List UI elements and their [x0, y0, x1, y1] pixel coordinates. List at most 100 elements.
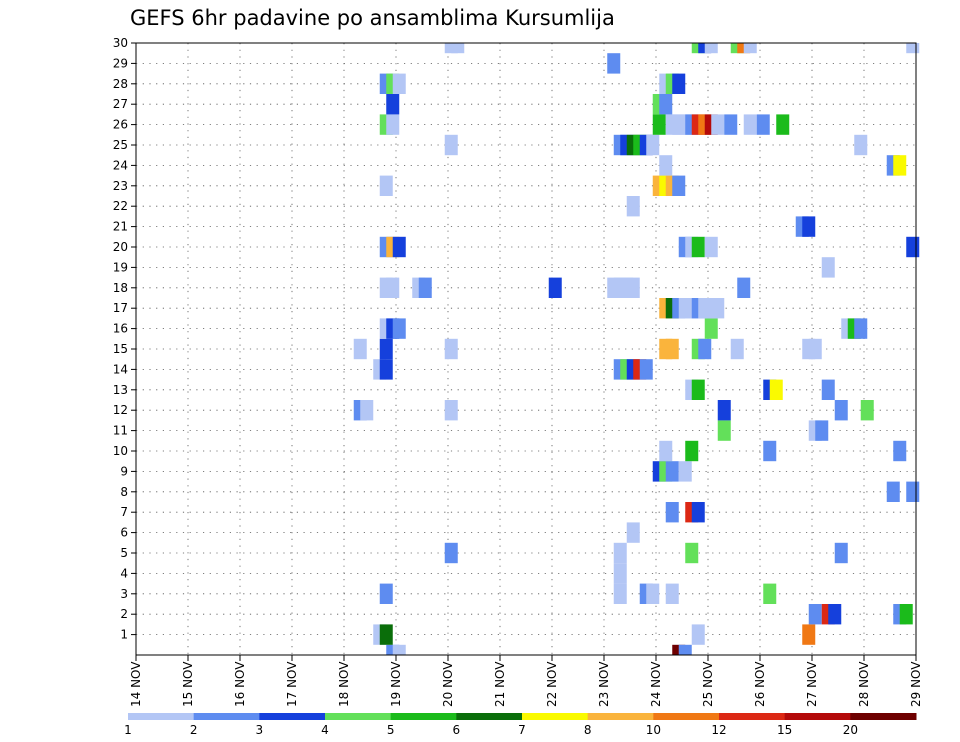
heatmap-cell: [711, 298, 725, 319]
x-tick-label: 27 NOV: [805, 661, 819, 707]
heatmap-cell: [607, 53, 621, 74]
heatmap-cell: [678, 461, 692, 482]
heatmap-cell: [646, 134, 660, 156]
heatmap-cell: [665, 502, 679, 523]
y-tick-label: 17: [113, 301, 128, 315]
heatmap-cell: [659, 94, 673, 115]
heatmap-cell: [451, 43, 465, 54]
legend-swatch: [784, 713, 851, 720]
heatmap-cell: [665, 461, 679, 482]
heatmap-cell: [379, 359, 393, 380]
legend-swatch: [587, 713, 654, 720]
legend-swatch: [522, 713, 589, 720]
legend-swatch: [259, 713, 326, 720]
heatmap-cell: [685, 542, 699, 564]
heatmap-cell: [756, 114, 770, 135]
heatmap-cell: [724, 114, 738, 135]
heatmap-cell: [821, 257, 835, 278]
y-tick-label: 14: [113, 362, 128, 376]
heatmap-cell: [906, 43, 920, 54]
heatmap-cell: [379, 583, 393, 604]
heatmap-cell: [691, 502, 705, 523]
legend-label: 3: [256, 723, 264, 737]
heatmap-cell: [802, 624, 816, 645]
heatmap-cell: [548, 277, 562, 298]
y-tick-label: 15: [113, 342, 128, 356]
y-tick-label: 4: [120, 566, 128, 580]
y-tick-label: 10: [113, 444, 128, 458]
legend-label: 8: [584, 723, 592, 737]
heatmap-cell: [646, 583, 660, 604]
x-tick-label: 29 NOV: [909, 661, 923, 707]
y-tick-label: 16: [113, 322, 128, 336]
y-tick-label: 28: [113, 77, 128, 91]
y-tick-label: 13: [113, 383, 128, 397]
y-tick-label: 6: [120, 526, 128, 540]
heatmap-cell: [392, 73, 406, 94]
y-tick-label: 19: [113, 260, 128, 274]
heatmap-cell: [672, 73, 686, 94]
heatmap-cell: [899, 604, 913, 625]
heatmap-cell: [808, 604, 822, 625]
heatmap-cell: [854, 318, 868, 339]
x-tick-label: 23 NOV: [597, 661, 611, 707]
legend-label: 15: [777, 723, 792, 737]
y-tick-label: 29: [113, 56, 128, 70]
heatmap-cell: [743, 114, 757, 135]
heatmap-cell: [828, 604, 842, 625]
y-tick-label: 8: [120, 485, 128, 499]
heatmap-cell: [854, 134, 868, 156]
heatmap-cell: [626, 522, 640, 543]
y-tick-label: 25: [113, 138, 128, 152]
heatmap-cell: [711, 114, 725, 135]
grid-lines: [135, 42, 917, 655]
heatmap-cell: [893, 440, 907, 462]
legend-swatch: [850, 713, 917, 720]
heatmap-cell: [392, 318, 406, 339]
legend-label: 20: [843, 723, 858, 737]
legend-swatch: [456, 713, 523, 720]
heatmap-cell: [386, 94, 400, 115]
x-tick-label: 22 NOV: [545, 661, 559, 707]
legend-label: 1: [124, 723, 132, 737]
heatmap-cell: [379, 624, 393, 645]
heatmap-cell: [379, 175, 393, 196]
x-tick-label: 18 NOV: [337, 661, 351, 707]
heatmap-cell: [639, 359, 653, 380]
heatmap-cell: [691, 379, 705, 400]
heatmap-cell: [360, 400, 374, 421]
heatmap-cell: [834, 542, 848, 564]
heatmap-cell: [353, 338, 367, 360]
heatmap-cell: [821, 379, 835, 400]
heatmap-cells: [353, 43, 920, 655]
legend-swatch: [653, 713, 720, 720]
heatmap-cell: [613, 563, 627, 584]
heatmap-cell: [717, 420, 731, 441]
heatmap-cell: [626, 196, 640, 217]
heatmap-cell: [808, 338, 822, 360]
heatmap-cell: [665, 583, 679, 604]
x-tick-label: 19 NOV: [389, 661, 403, 707]
heatmap-cell: [834, 400, 848, 421]
legend-label: 6: [453, 723, 461, 737]
heatmap-cell: [737, 277, 751, 298]
heatmap-cell: [763, 440, 777, 462]
y-tick-label: 27: [113, 97, 128, 111]
y-tick-label: 7: [120, 505, 128, 519]
legend-label: 12: [711, 723, 726, 737]
x-tick-label: 20 NOV: [441, 661, 455, 707]
x-tick-label: 16 NOV: [233, 661, 247, 707]
heatmap-cell: [444, 400, 458, 421]
heatmap-cell: [886, 481, 900, 502]
x-tick-label: 25 NOV: [701, 661, 715, 707]
heatmap-cell: [672, 175, 686, 196]
y-axis: 1234567891011121314151617181920212223242…: [113, 36, 136, 642]
heatmap-cell: [444, 542, 458, 564]
heatmap-cell: [659, 440, 673, 462]
x-axis: 14 NOV 15 NOV 16 NOV 17 NOV 18 NOV 19 NOV 20 N…: [129, 655, 923, 707]
heatmap-cell: [659, 155, 673, 176]
heatmap-cell: [379, 338, 393, 360]
heatmap-cell: [444, 338, 458, 360]
x-tick-label: 21 NOV: [493, 661, 507, 707]
